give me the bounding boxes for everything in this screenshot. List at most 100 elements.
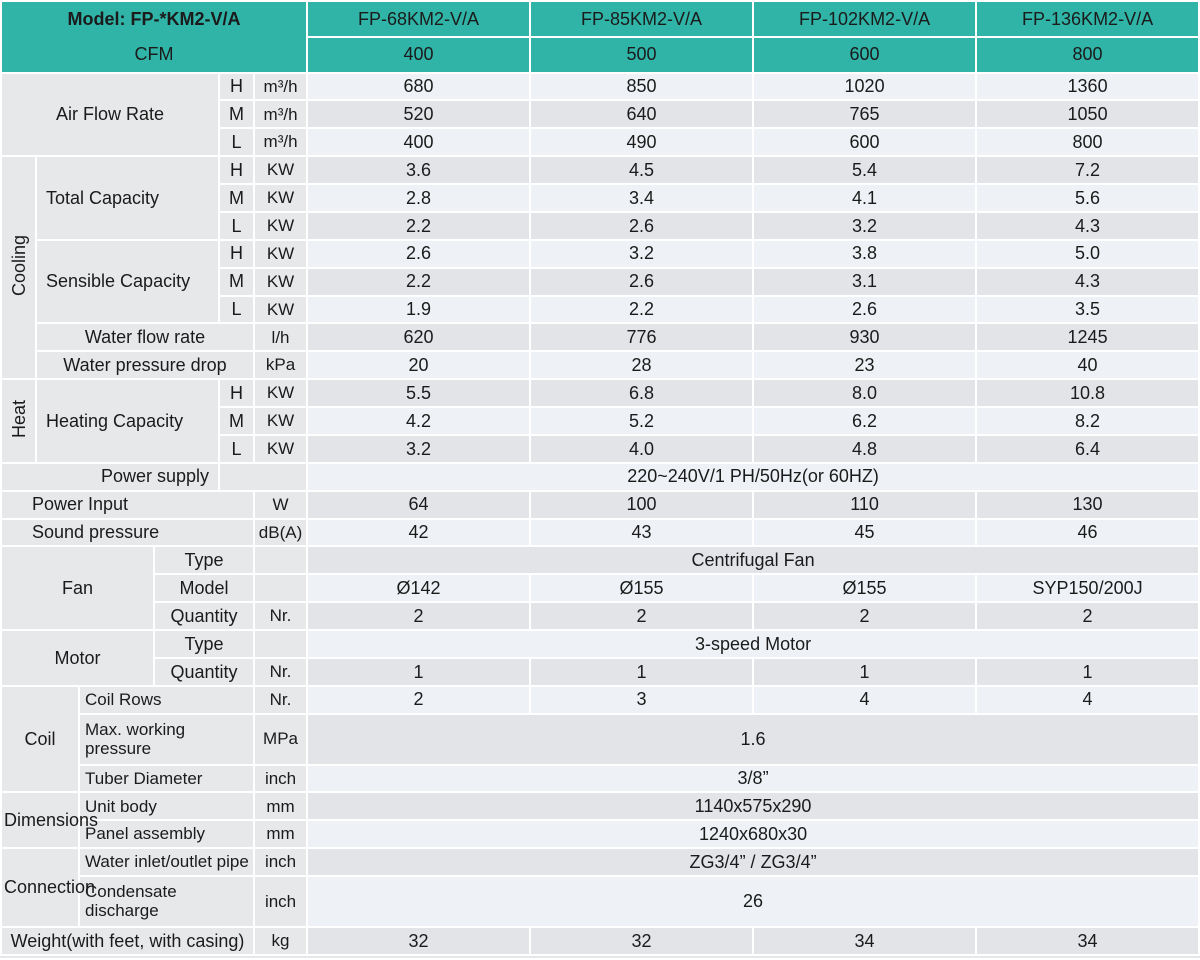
water-pipe-row: Connection Water inlet/outlet pipe inch …	[2, 849, 1199, 926]
value-cell: 1.9	[308, 296, 530, 323]
fan-quantity-row: Quantity Nr. 2 2 2 2	[2, 603, 1199, 630]
unit-label: m³/h	[255, 129, 307, 156]
unit-label: MPa	[255, 714, 307, 764]
power-supply-row: Power supply 220~240V/1 PH/50Hz(or 60HZ)	[2, 463, 1199, 490]
value-cell: 5.4	[754, 157, 976, 184]
value-cell: 400	[308, 129, 530, 156]
value-cell: 1020	[754, 73, 976, 100]
value-cell: 2.2	[308, 212, 530, 239]
value-cell: 850	[531, 73, 753, 100]
value-cell: 600	[754, 129, 976, 156]
power-input-label: Power Input	[2, 491, 253, 518]
speed-label: M	[220, 185, 253, 211]
speed-label: H	[220, 240, 253, 267]
unit-body-label: Unit body	[80, 793, 253, 820]
value-cell: 1	[308, 658, 530, 685]
speed-label: M	[220, 101, 253, 128]
value-cell: 43	[531, 519, 753, 546]
value-cell: 3.6	[308, 157, 530, 184]
column-header-model: FP-136KM2-V/A	[977, 2, 1199, 36]
unit-body-value: 1140x575x290	[308, 793, 1199, 820]
sensible-capacity-label: Sensible Capacity	[37, 240, 218, 323]
speed-label: H	[220, 157, 253, 184]
cfm-value-cell: 800	[977, 37, 1199, 72]
water-pipe-label: Water inlet/outlet pipe	[80, 849, 253, 876]
value-cell: 640	[531, 101, 753, 128]
value-cell: 620	[308, 324, 530, 351]
total-capacity-m-row: M KW 2.8 3.4 4.1 5.6	[2, 185, 1199, 211]
unit-label: KW	[255, 296, 307, 323]
weight-label: Weight(with feet, with casing)	[2, 927, 253, 954]
dimensions-group-label: Dimensions	[2, 793, 98, 848]
coil-rows-row: Coil Coil Rows Nr. 2 3 4 4	[2, 686, 1199, 792]
condensate-discharge-value: 26	[308, 877, 1199, 926]
empty-unit-cell	[255, 631, 307, 657]
value-cell: 6.8	[531, 380, 753, 407]
value-cell: 6.2	[754, 408, 976, 434]
value-cell: 4.2	[308, 408, 530, 434]
value-cell: 4	[754, 686, 976, 713]
value-cell: 1360	[977, 73, 1199, 100]
fan-type-row: Fan Type Centrifugal Fan	[2, 547, 1199, 630]
coil-rows-label: Coil Rows	[80, 686, 253, 713]
power-supply-label: Power supply	[2, 463, 218, 490]
speed-label: L	[220, 212, 253, 239]
value-cell: 4	[977, 686, 1199, 713]
water-pipe-value: ZG3/4” / ZG3/4”	[308, 849, 1199, 876]
panel-assembly-row: Panel assembly mm 1240x680x30	[2, 821, 1199, 848]
value-cell: 520	[308, 101, 530, 128]
value-cell: Ø142	[308, 575, 530, 602]
unit-label: KW	[255, 240, 307, 267]
value-cell: 3.8	[754, 240, 976, 267]
speed-label: L	[220, 296, 253, 323]
value-cell: 5.5	[308, 380, 530, 407]
unit-label: KW	[255, 408, 307, 434]
value-cell: 32	[308, 927, 530, 954]
heating-capacity-label: Heating Capacity	[37, 380, 218, 462]
value-cell: 2.6	[754, 296, 976, 323]
max-working-pressure-value: 1.6	[308, 714, 1199, 764]
empty-unit-cell	[255, 575, 307, 602]
header-row-models: Model: FP-*KM2-V/A CFM FP-68KM2-V/A FP-8…	[2, 2, 1199, 72]
fan-type-value: Centrifugal Fan	[308, 547, 1199, 574]
value-cell: Ø155	[754, 575, 976, 602]
value-cell: 2.8	[308, 185, 530, 211]
unit-label: KW	[255, 435, 307, 462]
value-cell: 2.6	[531, 212, 753, 239]
water-flow-rate-row: Water flow rate l/h 620 776 930 1245	[2, 324, 1199, 351]
value-cell: 5.6	[977, 185, 1199, 211]
cooling-group-label: Cooling	[2, 157, 35, 379]
value-cell: 4.8	[754, 435, 976, 462]
unit-label: KW	[255, 185, 307, 211]
weight-row: Weight(with feet, with casing) kg 32 32 …	[2, 927, 1199, 954]
value-cell: 4.5	[531, 157, 753, 184]
value-cell: 3.1	[754, 268, 976, 295]
unit-label: Nr.	[255, 603, 307, 630]
value-cell: 2	[308, 603, 530, 630]
value-cell: 8.0	[754, 380, 976, 407]
panel-assembly-label: Panel assembly	[80, 821, 253, 848]
value-cell: 3.2	[531, 240, 753, 267]
speed-label: M	[220, 268, 253, 295]
value-cell: SYP150/200J	[977, 575, 1199, 602]
unit-label: KW	[255, 157, 307, 184]
motor-group-label: Motor	[2, 631, 153, 685]
water-flow-rate-label: Water flow rate	[37, 324, 253, 351]
cfm-value-cell: 500	[531, 37, 753, 72]
value-cell: 130	[977, 491, 1199, 518]
value-cell: 40	[977, 352, 1199, 379]
value-cell: 4.0	[531, 435, 753, 462]
fan-type-label: Type	[155, 547, 253, 574]
value-cell: 8.2	[977, 408, 1199, 434]
airflow-label: Air Flow Rate	[2, 73, 218, 156]
unit-label: kPa	[255, 352, 307, 379]
unit-label: mm	[255, 793, 307, 820]
sensible-capacity-m-row: M KW 2.2 2.6 3.1 4.3	[2, 268, 1199, 295]
sound-pressure-label: Sound pressure	[2, 519, 253, 546]
motor-quantity-label: Quantity	[155, 658, 253, 685]
max-working-pressure-row: Max. working pressure MPa 1.6	[2, 714, 1199, 764]
value-cell: 800	[977, 129, 1199, 156]
speed-label: H	[220, 73, 253, 100]
value-cell: 3	[531, 686, 753, 713]
unit-label: KW	[255, 380, 307, 407]
